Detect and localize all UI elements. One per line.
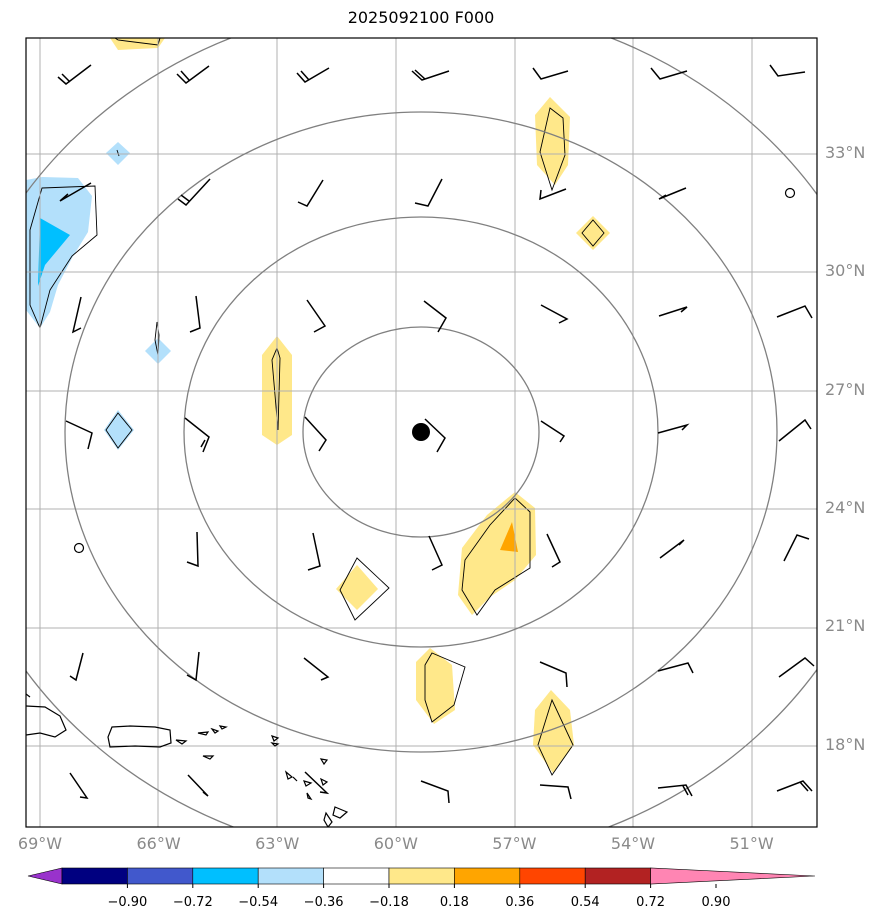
lat-label: 21°N <box>825 616 866 636</box>
anomaly-contours <box>29 38 605 776</box>
lon-label: 69°W <box>17 834 63 853</box>
colorbar-tick-label: −0.90 <box>107 895 148 910</box>
colorbar-tick-label: 0.18 <box>439 895 469 910</box>
colorbar <box>27 867 816 888</box>
map-title: 2025092100 F000 <box>347 8 495 27</box>
colorbar-segment <box>650 867 816 885</box>
colorbar-tick-label: 0.36 <box>505 895 535 910</box>
colorbar-segment <box>323 867 390 885</box>
lat-label: 33°N <box>825 143 866 162</box>
colorbar-tick-label: 0.54 <box>570 895 600 910</box>
anomaly-fills <box>26 38 610 773</box>
colorbar-segment <box>27 867 63 885</box>
map-frame <box>25 37 818 828</box>
colorbar-segment <box>127 867 194 885</box>
range-rings <box>26 38 817 827</box>
wind-barbs <box>57 64 815 804</box>
colorbar-tick-label: −0.18 <box>369 895 409 910</box>
lon-label: 60°W <box>373 834 418 853</box>
lat-label: 27°N <box>825 379 866 399</box>
colorbar-tick-label: −0.36 <box>303 895 344 910</box>
lon-label: 63°W <box>255 834 300 853</box>
graticule <box>26 38 817 827</box>
lon-label: 54°W <box>610 834 656 853</box>
storm-center-marker <box>412 423 430 441</box>
map-content <box>26 38 817 827</box>
colorbar-segment <box>454 867 521 885</box>
lon-label: 66°W <box>136 834 181 853</box>
lon-label: 57°W <box>492 834 537 853</box>
colorbar-tick-label: −0.54 <box>238 895 279 910</box>
colorbar-segment <box>61 867 128 885</box>
colorbar-segment <box>519 867 586 885</box>
lat-label: 18°N <box>825 734 866 754</box>
colorbar-segment <box>584 867 651 885</box>
colorbar-segment <box>388 867 455 885</box>
coastlines <box>26 187 796 827</box>
colorbar-tick-label: 0.72 <box>636 895 666 910</box>
lat-label: 24°N <box>825 497 866 517</box>
colorbar-tick-label: −0.72 <box>172 895 213 910</box>
lon-label: 51°W <box>729 834 774 853</box>
lat-label: 30°N <box>825 261 866 281</box>
colorbar-tick-label: 0.90 <box>701 895 731 910</box>
colorbar-segment <box>192 867 259 885</box>
colorbar-segment <box>257 867 324 885</box>
